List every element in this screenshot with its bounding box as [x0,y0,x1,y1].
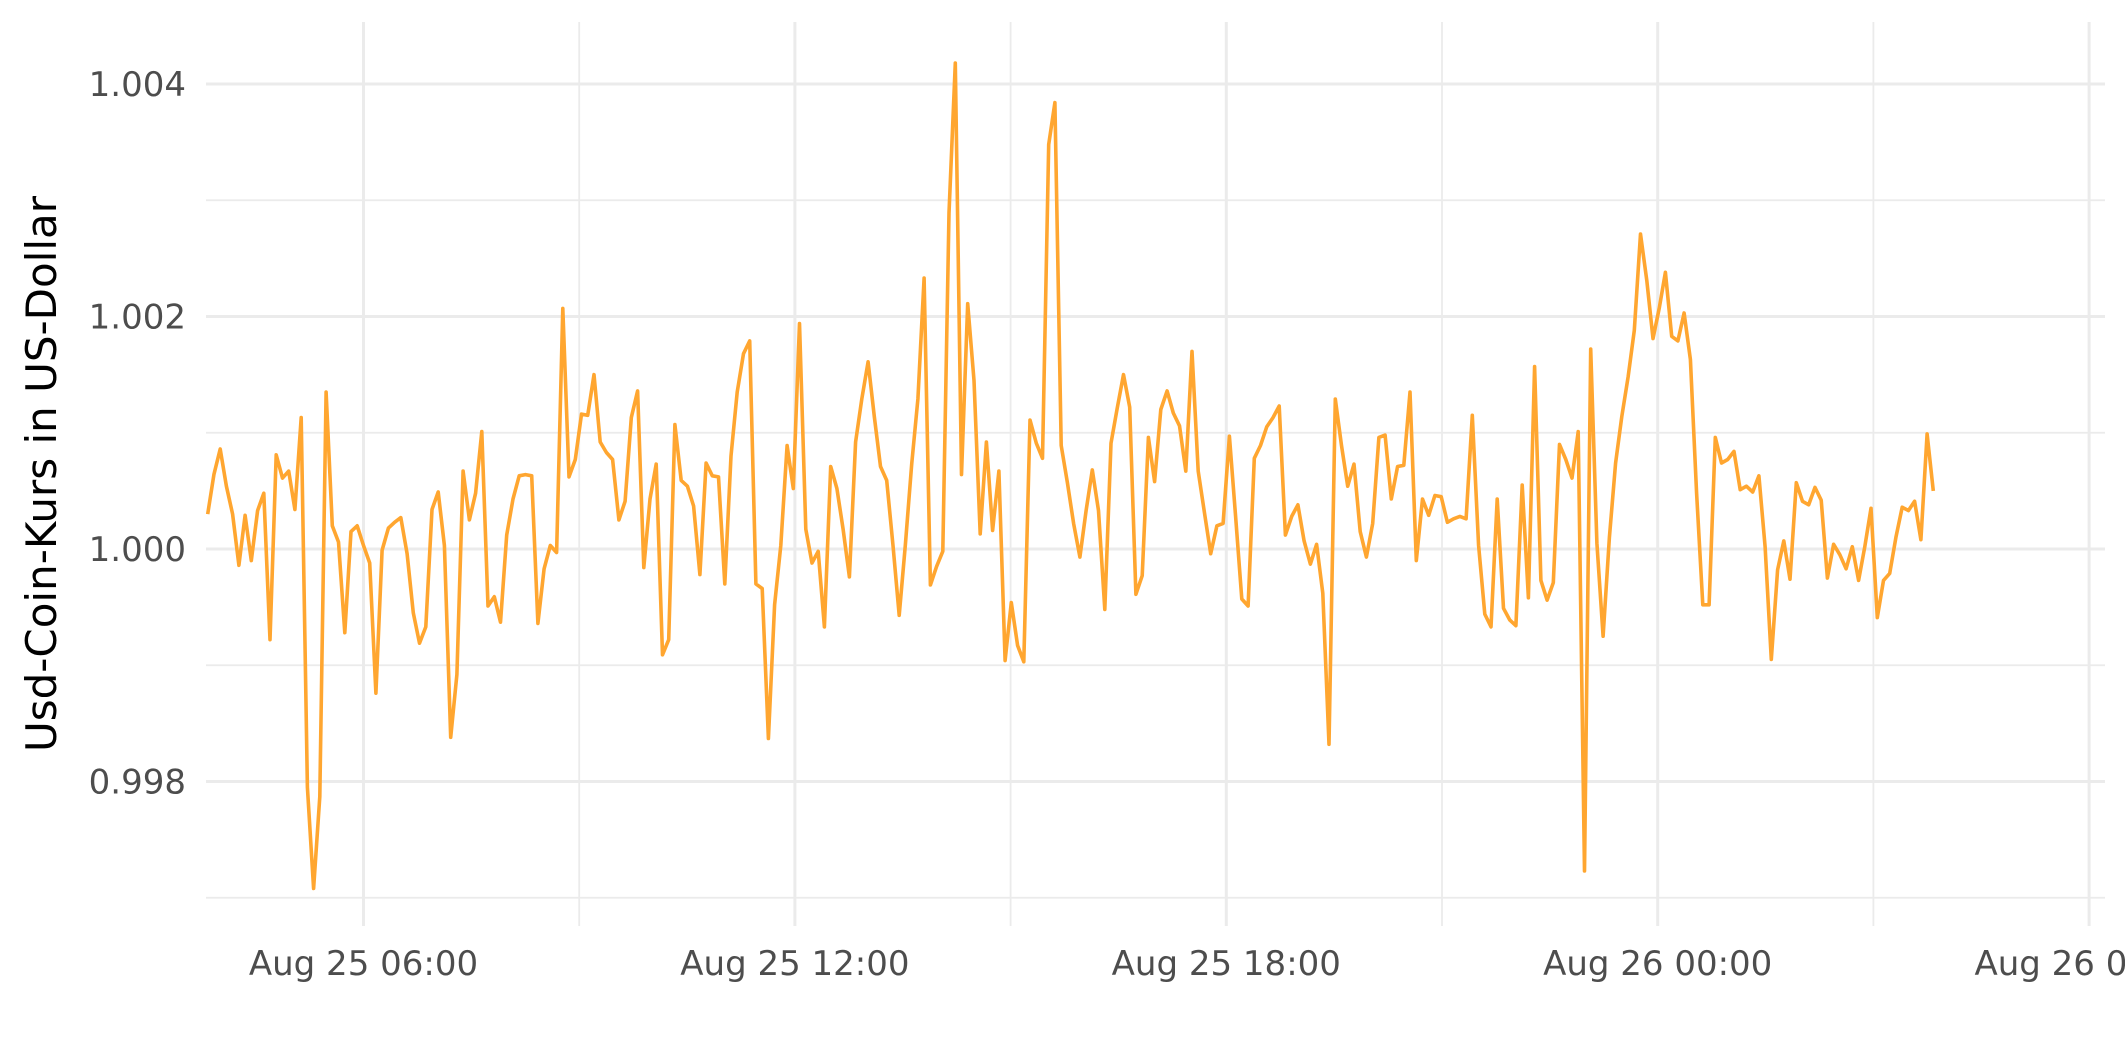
y-tick-label: 1.004 [89,65,186,105]
x-tick-label: Aug 26 00:00 [1543,944,1772,984]
y-axis-title: Usd-Coin-Kurs in US-Dollar [17,195,66,752]
series-line-usdc-price [205,61,1936,891]
x-tick-label: Aug 25 06:00 [249,944,478,984]
x-tick-label: Aug 25 12:00 [680,944,909,984]
series-layer [205,61,1936,891]
y-tick-label: 1.002 [89,298,186,338]
x-tick-label: Aug 25 18:00 [1112,944,1341,984]
y-tick-label: 1.000 [89,530,186,570]
y-axis-ticks: 0.998 1.000 1.002 1.004 [89,65,186,803]
y-tick-label: 0.998 [89,763,186,803]
x-axis-ticks: Aug 25 06:00 Aug 25 12:00 Aug 25 18:00 Aug … [249,944,2125,984]
x-tick-label: Aug 26 06:00 [1974,944,2125,984]
